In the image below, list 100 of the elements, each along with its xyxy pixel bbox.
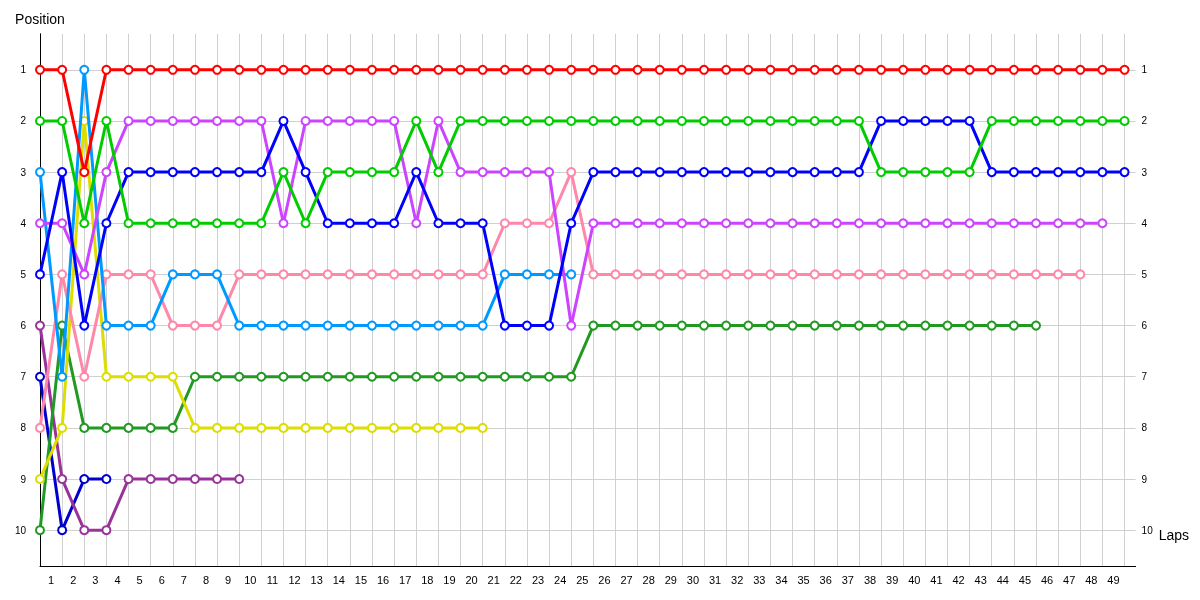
point <box>35 422 45 433</box>
point <box>1119 167 1130 178</box>
point <box>57 422 68 433</box>
x-tick-label: 6 <box>158 573 165 586</box>
point <box>1008 269 1019 280</box>
x-tick-label: 19 <box>443 573 456 586</box>
point <box>389 269 400 280</box>
point <box>898 269 909 280</box>
point <box>499 269 510 280</box>
point <box>322 218 333 229</box>
y-axis-title: Position <box>15 11 65 27</box>
point <box>35 167 45 178</box>
y2-tick-label: 2 <box>1141 115 1148 127</box>
point <box>145 474 156 485</box>
point <box>831 115 842 126</box>
point <box>986 320 997 331</box>
point <box>411 64 422 75</box>
point <box>300 422 311 433</box>
y-tick-label: 1 <box>20 64 27 76</box>
point <box>986 218 997 229</box>
point <box>300 167 311 178</box>
point <box>610 218 621 229</box>
y2-tick-label: 7 <box>1141 371 1148 383</box>
y-tick-label: 6 <box>20 320 27 332</box>
x-tick-label: 30 <box>686 573 700 586</box>
x-tick-label: 17 <box>399 573 412 586</box>
point <box>521 371 532 382</box>
point <box>123 320 134 331</box>
point <box>743 64 754 75</box>
point <box>743 218 754 229</box>
x-tick-label: 8 <box>202 573 210 586</box>
point <box>234 474 245 485</box>
point <box>699 115 710 126</box>
x-tick-label: 46 <box>1040 573 1054 586</box>
point <box>234 371 245 382</box>
point <box>35 474 45 485</box>
x-tick-label: 11 <box>266 573 279 586</box>
point <box>367 320 378 331</box>
x-tick-label: 5 <box>136 573 143 586</box>
point <box>1119 115 1130 126</box>
point <box>499 64 510 75</box>
point <box>234 115 245 126</box>
point <box>521 64 532 75</box>
point <box>477 218 488 229</box>
point <box>344 371 355 382</box>
y-tick-label: 9 <box>20 473 27 485</box>
point <box>367 167 378 178</box>
point <box>831 167 842 178</box>
point <box>101 525 112 536</box>
point <box>300 218 311 229</box>
point <box>411 115 422 126</box>
point <box>145 115 156 126</box>
point <box>898 167 909 178</box>
point <box>876 218 887 229</box>
point <box>853 269 864 280</box>
point <box>544 167 555 178</box>
point <box>477 167 488 178</box>
point <box>57 115 68 126</box>
point <box>831 64 842 75</box>
point <box>278 115 289 126</box>
point <box>433 269 444 280</box>
point <box>278 320 289 331</box>
point <box>455 371 466 382</box>
point <box>610 115 621 126</box>
x-tick-label: 49 <box>1107 573 1120 586</box>
point <box>300 64 311 75</box>
point <box>367 371 378 382</box>
point <box>322 371 333 382</box>
point <box>632 269 643 280</box>
point <box>256 269 267 280</box>
point <box>101 474 112 485</box>
x-tick-label: 45 <box>1018 573 1032 586</box>
point <box>433 115 444 126</box>
point <box>964 218 975 229</box>
x-tick-label: 25 <box>576 573 589 586</box>
point <box>256 115 267 126</box>
point <box>942 167 953 178</box>
point <box>278 371 289 382</box>
point <box>322 167 333 178</box>
point <box>986 167 997 178</box>
point <box>809 167 820 178</box>
point <box>920 167 931 178</box>
point <box>1053 269 1064 280</box>
point <box>344 422 355 433</box>
point <box>1119 64 1130 75</box>
x-tick-label: 12 <box>288 573 301 586</box>
point <box>256 218 267 229</box>
point <box>544 269 555 280</box>
x-tick-label: 32 <box>731 573 744 586</box>
point <box>367 64 378 75</box>
y2-tick-label: 9 <box>1141 473 1148 485</box>
point <box>344 167 355 178</box>
point <box>35 269 45 280</box>
point <box>920 64 931 75</box>
point <box>145 371 156 382</box>
point <box>344 115 355 126</box>
x-tick-label: 18 <box>421 573 434 586</box>
point <box>898 320 909 331</box>
point <box>721 115 732 126</box>
point <box>145 218 156 229</box>
